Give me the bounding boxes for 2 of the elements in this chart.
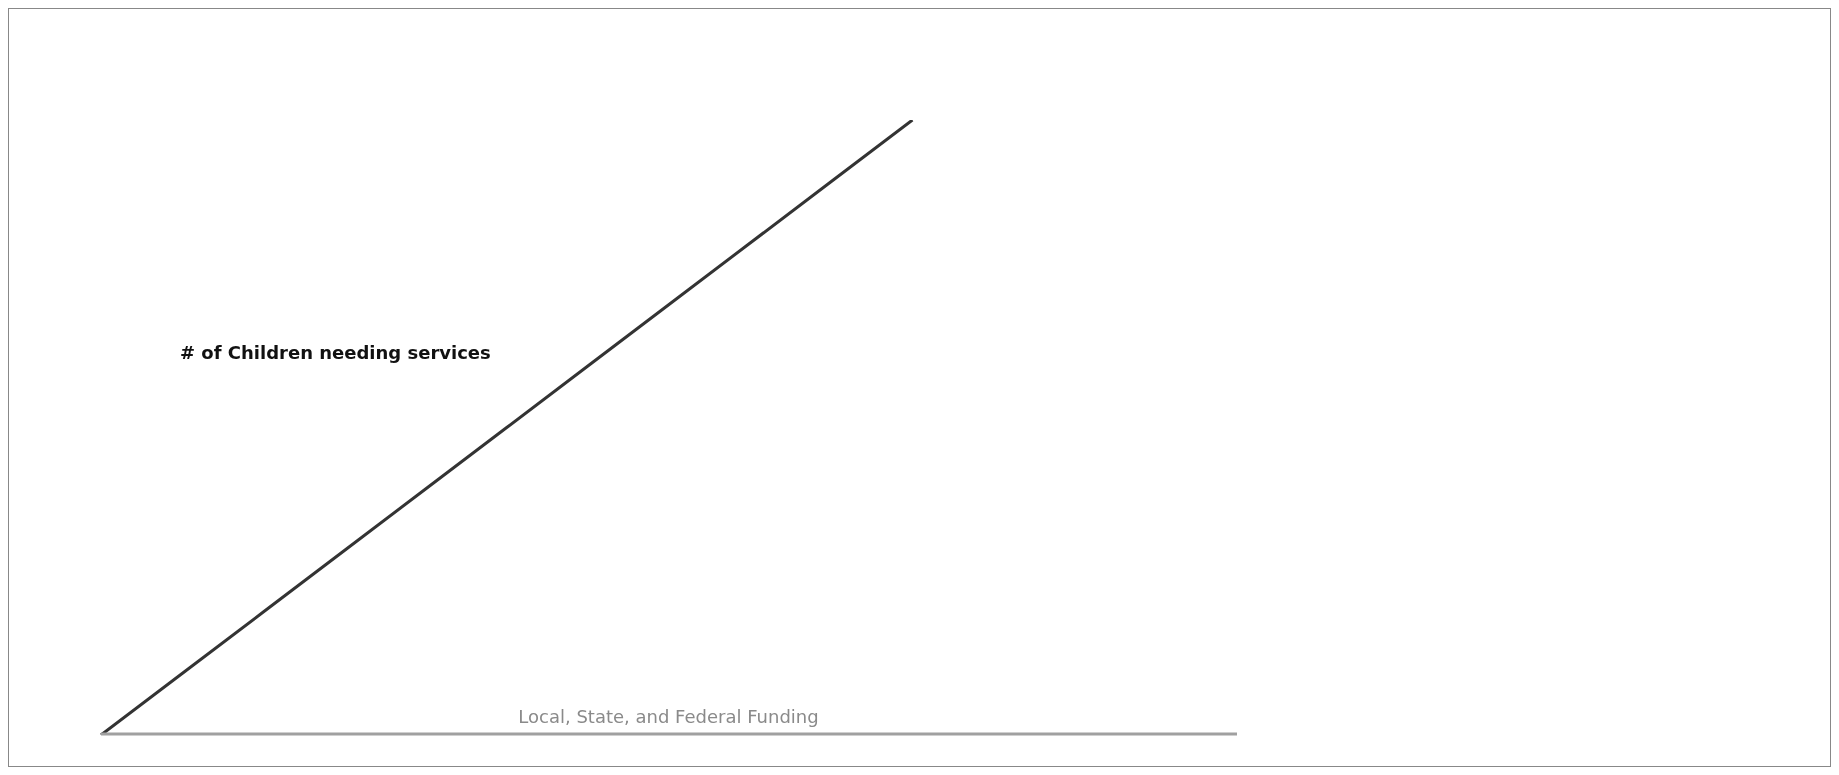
text: # of Children needing services xyxy=(180,342,491,364)
series-label: Local, State, and Federal Funding xyxy=(517,706,820,727)
